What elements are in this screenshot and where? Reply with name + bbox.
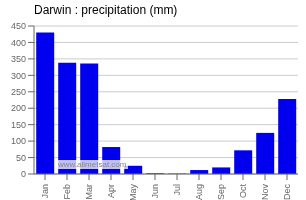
svg-text:250: 250 (11, 87, 26, 97)
html-text:www.allmetsat.com: www.allmetsat.com (58, 160, 127, 169)
svg-text:200: 200 (11, 103, 26, 113)
svg-text:300: 300 (11, 71, 26, 81)
svg-text:400: 400 (11, 38, 26, 48)
svg-text:Mar: Mar (84, 184, 94, 200)
svg-text:0: 0 (21, 169, 26, 179)
svg-text:Aug: Aug (194, 184, 204, 200)
svg-text:Jan: Jan (40, 184, 50, 199)
svg-text:100: 100 (11, 136, 26, 146)
svg-text:Jul: Jul (172, 184, 182, 196)
svg-text:May: May (128, 184, 138, 200)
svg-text:Nov: Nov (260, 184, 270, 200)
svg-text:Dec: Dec (282, 184, 292, 200)
svg-text:Sep: Sep (216, 184, 226, 200)
html-text:Darwin : precipitation (mm): Darwin : precipitation (mm) (34, 3, 178, 17)
svg-text:Apr: Apr (106, 184, 116, 198)
svg-text:50: 50 (16, 153, 26, 163)
svg-text:Feb: Feb (62, 184, 72, 200)
svg-text:Oct: Oct (238, 184, 248, 199)
svg-text:450: 450 (11, 21, 26, 31)
svg-text:350: 350 (11, 54, 26, 64)
svg-text:Jun: Jun (150, 184, 160, 199)
svg-text:150: 150 (11, 120, 26, 130)
